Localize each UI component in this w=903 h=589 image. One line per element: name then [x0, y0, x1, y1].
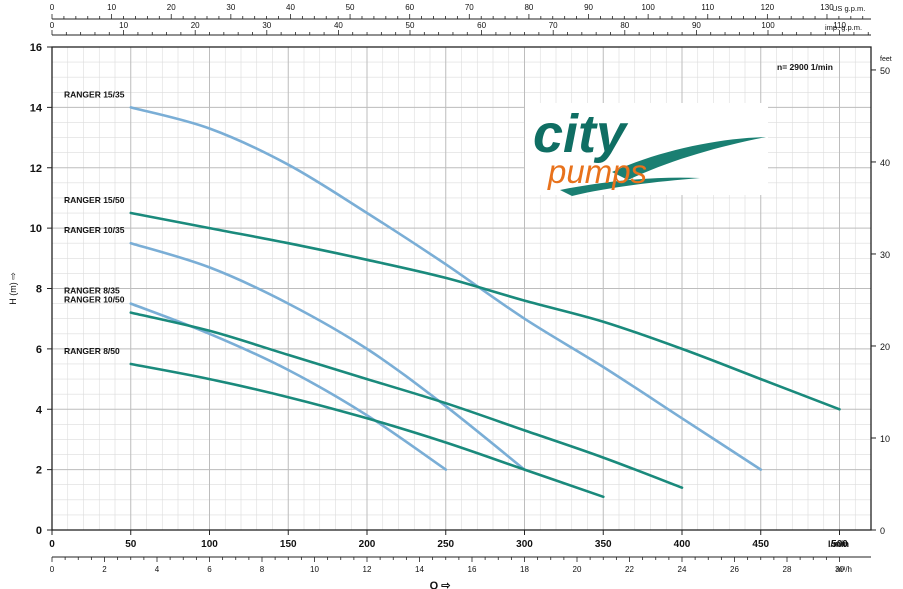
top-impgpm-tick-label: 30: [262, 21, 271, 30]
x-lmin-tick-label: 400: [674, 539, 691, 550]
x-lmin-tick-label: 500: [831, 539, 848, 550]
x-lmin-tick-label: 350: [595, 539, 612, 550]
top-impgpm-tick-label: 40: [334, 21, 343, 30]
city-pumps-logo: city pumps: [525, 103, 768, 196]
curve-labels: RANGER 15/35 RANGER 15/50 RANGER 10/35 RANG…: [64, 89, 125, 356]
top-usgpm-tick-label: 20: [167, 3, 176, 12]
top-impgpm-tick-label: 60: [477, 21, 486, 30]
curve-ranger-10-35: [129, 241, 526, 471]
x-m3h-tick-label: 26: [730, 565, 739, 574]
x-m3h-tick-label: 28: [783, 565, 792, 574]
top-impgpm-tick-label: 80: [620, 21, 629, 30]
x-m3h-unit-label: m³/h: [836, 565, 852, 574]
x-m3h-tick-label: 14: [415, 565, 424, 574]
curve-label: RANGER 10/35: [64, 225, 125, 235]
y-tick-label: 14: [30, 102, 43, 114]
y-right-tick-label: 20: [880, 342, 890, 352]
x-m3h-tick-label: 2: [102, 565, 107, 574]
curves: [129, 106, 841, 499]
top-usgpm-tick-label: 30: [226, 3, 235, 12]
top-usgpm-tick-label: 0: [50, 3, 55, 12]
x-lmin-tick-label: 50: [125, 539, 137, 550]
curve-label: RANGER 8/50: [64, 346, 120, 356]
logo-swoosh-lower: [560, 177, 700, 196]
top-impgpm-tick-label: 0: [50, 21, 55, 30]
y-tick-label: 2: [36, 465, 42, 477]
logo-swoosh-upper: [612, 137, 766, 180]
y-right-tick-label: 0: [880, 526, 885, 536]
y-axis-label: H (m) ⇨: [8, 272, 18, 305]
x-lmin-tick-label: 150: [280, 539, 297, 550]
y-right-unit-label: feet: [880, 56, 892, 63]
curve-ranger-10-50: [129, 311, 684, 489]
y-right-tick-label: 10: [880, 434, 890, 444]
x-m3h-tick-label: 6: [207, 565, 212, 574]
top-usgpm-tick-label: 110: [701, 3, 714, 12]
top-usgpm-tick-label: 80: [524, 3, 533, 12]
x-lmin-tick-label: 250: [437, 539, 454, 550]
curve-ranger-15-35: [129, 106, 763, 471]
top-impgpm-unit-label: imp. g.p.m.: [825, 23, 862, 32]
speed-note: n= 2900 1/min: [777, 62, 833, 72]
logo-city-text: city: [533, 104, 629, 164]
x-m3h-tick-label: 0: [50, 565, 55, 574]
y-tick-label: 8: [36, 284, 42, 296]
curve-label: RANGER 15/35: [64, 89, 125, 99]
top-usgpm-tick-label: 50: [346, 3, 355, 12]
x-m3h-tick-label: 30: [835, 565, 844, 574]
x-m3h-tick-label: 18: [520, 565, 529, 574]
x-lmin-tick-label: 200: [359, 539, 376, 550]
y-tick-label: 4: [36, 404, 43, 416]
x-m3h-tick-label: 20: [573, 565, 582, 574]
top-usgpm-tick-label: 60: [405, 3, 414, 12]
top-impgpm-tick-label: 20: [191, 21, 200, 30]
x-m3h-tick-label: 12: [363, 565, 372, 574]
curve-label: RANGER 10/50: [64, 295, 125, 305]
x-axis-label: Q ⇨: [430, 580, 452, 589]
x-m3h-tick-label: 8: [260, 565, 265, 574]
y-tick-label: 6: [36, 344, 42, 356]
curve-ranger-15-50: [129, 211, 841, 411]
x-lmin-tick-label: 300: [516, 539, 533, 550]
y-tick-label: 12: [30, 163, 42, 175]
y-tick-label: 10: [30, 223, 42, 235]
top-usgpm-tick-label: 120: [761, 3, 775, 12]
top-usgpm-unit-label: US g.p.m.: [832, 4, 865, 13]
x-m3h-tick-label: 4: [155, 565, 160, 574]
top-impgpm-tick-label: 70: [549, 21, 558, 30]
x-m3h-tick-label: 10: [310, 565, 319, 574]
top-impgpm-tick-label: 10: [119, 21, 128, 30]
top-usgpm-tick-label: 100: [641, 3, 655, 12]
x-m3h-tick-label: 22: [625, 565, 634, 574]
x-m3h-tick-label: 16: [468, 565, 477, 574]
top-impgpm-tick-label: 50: [406, 21, 415, 30]
top-usgpm-tick-label: 10: [107, 3, 116, 12]
y-right-tick-label: 40: [880, 158, 890, 168]
top-usgpm-tick-label: 90: [584, 3, 593, 12]
y-tick-label: 0: [36, 525, 42, 537]
y-right-tick-label: 50: [880, 66, 890, 76]
top-usgpm-tick-label: 40: [286, 3, 295, 12]
top-impgpm-tick-label: 110: [833, 21, 846, 30]
top-impgpm-tick-label: 100: [761, 21, 775, 30]
y-tick-label: 16: [30, 42, 42, 54]
x-m3h-tick-label: 24: [678, 565, 687, 574]
curve-label: RANGER 15/50: [64, 195, 125, 205]
curve-label: RANGER 8/35: [64, 286, 120, 296]
x-lmin-unit-label: l/min: [828, 539, 849, 549]
x-lmin-tick-label: 0: [49, 539, 55, 550]
y-right-tick-label: 30: [880, 250, 890, 260]
top-usgpm-tick-label: 130: [820, 3, 834, 12]
curve-ranger-8-50: [129, 362, 605, 499]
top-impgpm-tick-label: 90: [692, 21, 701, 30]
logo-pumps-text: pumps: [547, 153, 647, 190]
x-lmin-tick-label: 100: [201, 539, 218, 550]
x-lmin-tick-label: 450: [752, 539, 769, 550]
top-usgpm-tick-label: 70: [465, 3, 474, 12]
